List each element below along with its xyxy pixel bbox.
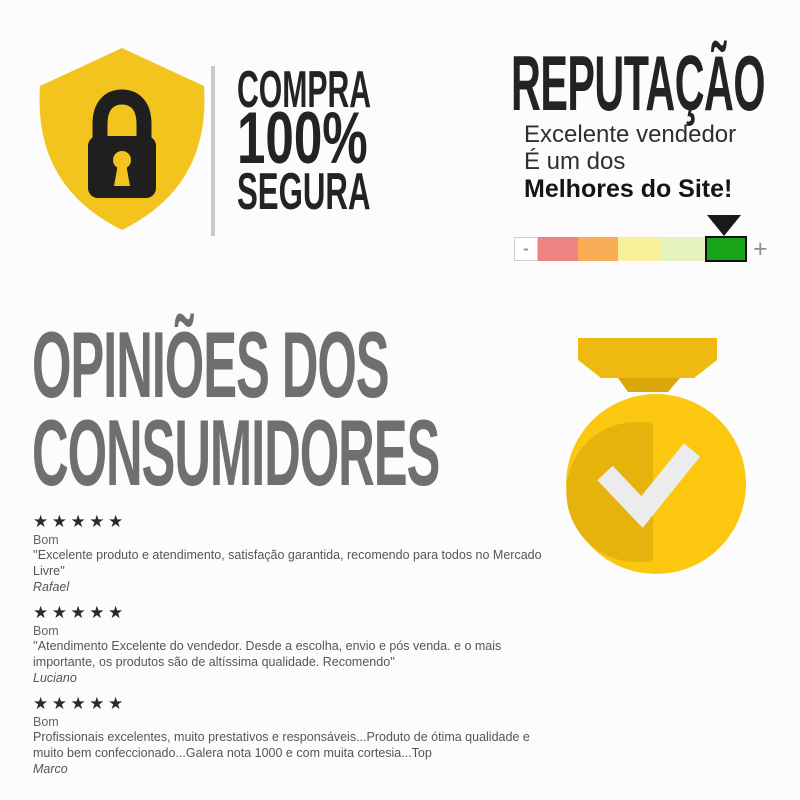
review-quote: ''Atendimento Excelente do vendedor. Des… [33,639,502,669]
scale-segment-3 [618,237,661,261]
checkmark-icon [597,443,701,528]
secure-badge-line3: SEGURA [237,163,371,221]
shield-icon [39,48,205,230]
scale-segment-4 [661,237,705,261]
lock-icon [88,89,156,198]
opinions-title-line2: CONSUMIDORES [32,400,440,505]
star-rating: ★★★★★ [33,603,127,623]
medal-ribbon [578,338,717,378]
marker-arrow-icon [707,215,741,236]
review-author: Luciano [33,671,77,685]
reputation-scale: - + [514,235,768,263]
reviews-list: ★★★★★ Bom ''Excelente produto e atendime… [33,514,557,787]
reputation-subtitle-2: É um dos [524,148,626,175]
medal-icon [566,338,746,574]
scale-minus-label: - [523,239,529,258]
scale-segment-5 [705,236,747,262]
reputation-subtitle-1: Excelente vendedor [524,121,737,148]
star-rating: ★★★★★ [33,694,127,714]
rating-label: Bom [33,624,59,638]
review-item: ★★★★★ Bom Profissionais excelentes, muit… [33,696,557,777]
star-rating: ★★★★★ [33,512,127,532]
secure-badge-line2: 100% [237,98,368,179]
reputation-subtitle-3: Melhores do Site! [524,175,733,203]
scale-segment-2 [578,237,618,261]
review-item: ★★★★★ Bom ''Atendimento Excelente do ven… [33,605,557,686]
review-author: Rafael [33,580,70,594]
scale-segment-0: - [514,237,538,261]
opinions-title-line1: OPINIÕES DOS [32,312,390,417]
review-item: ★★★★★ Bom ''Excelente produto e atendime… [33,514,557,595]
scale-segment-1 [538,237,578,261]
rating-label: Bom [33,533,59,547]
review-quote: ''Excelente produto e atendimento, satis… [33,548,542,578]
secure-badge-line1: COMPRA [237,61,372,119]
rating-label: Bom [33,715,59,729]
vertical-divider [211,66,215,236]
scale-plus-label: + [753,235,768,263]
reputation-scale-bar: - [514,236,747,262]
review-quote: Profissionais excelentes, muito prestati… [33,730,530,760]
review-author: Marco [33,762,68,776]
opinions-title: OPINIÕES DOS CONSUMIDORES [32,312,786,500]
reputation-title: REPUTAÇÃO [511,39,766,127]
medal-ribbon-fold [618,378,680,392]
